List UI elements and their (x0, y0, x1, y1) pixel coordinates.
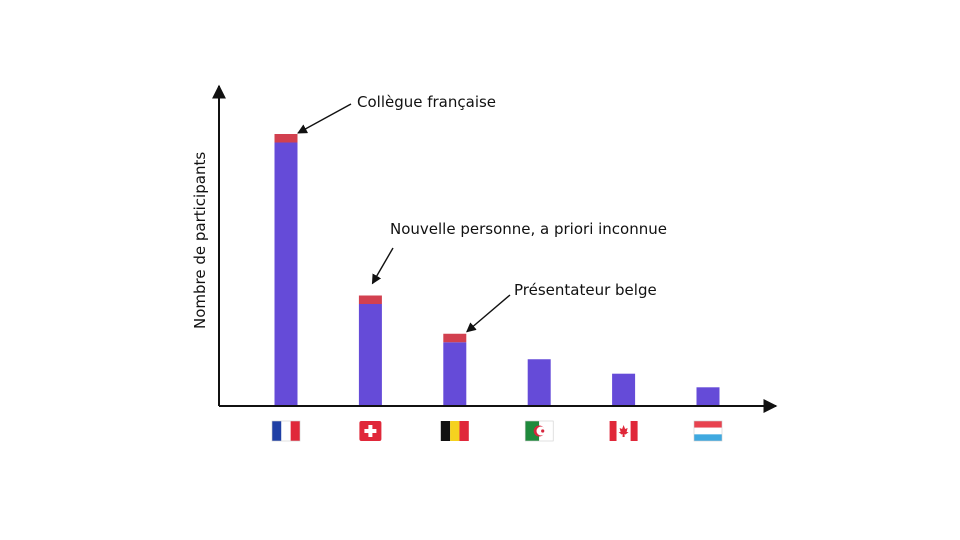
bar-highlight-france (274, 134, 298, 143)
annotation-arrows (297, 103, 511, 333)
bar-canada (612, 373, 636, 406)
flag-algeria-icon (524, 420, 554, 442)
flag-canada-icon (609, 421, 638, 441)
bar-suisse (358, 304, 382, 406)
annotation-collegue-francaise: Collègue française (357, 93, 497, 111)
bar-france (274, 142, 298, 406)
flag-france-icon (271, 420, 301, 442)
annotation-nouvelle-personne: Nouvelle personne, a priori inconnue (390, 220, 667, 238)
bar-highlight-belgique (443, 333, 467, 343)
axes (212, 84, 778, 413)
flag-switzerland-icon (359, 421, 382, 441)
flag-belgium-icon (440, 421, 469, 441)
bar-algerie (527, 359, 551, 406)
category-flags (271, 420, 723, 442)
annotation-presentateur-belge: Présentateur belge (514, 281, 657, 299)
annotation-arrow-2 (371, 247, 394, 285)
bars-layer (274, 134, 720, 406)
y-axis-label: Nombre de participants (191, 151, 209, 329)
bar-highlight-suisse (358, 295, 382, 304)
flag-luxembourg-icon (693, 420, 723, 442)
bar-belgique (443, 342, 467, 406)
bar-luxembourg (696, 387, 720, 406)
annotation-arrow-3 (466, 294, 511, 333)
annotation-arrow-1 (297, 103, 352, 134)
